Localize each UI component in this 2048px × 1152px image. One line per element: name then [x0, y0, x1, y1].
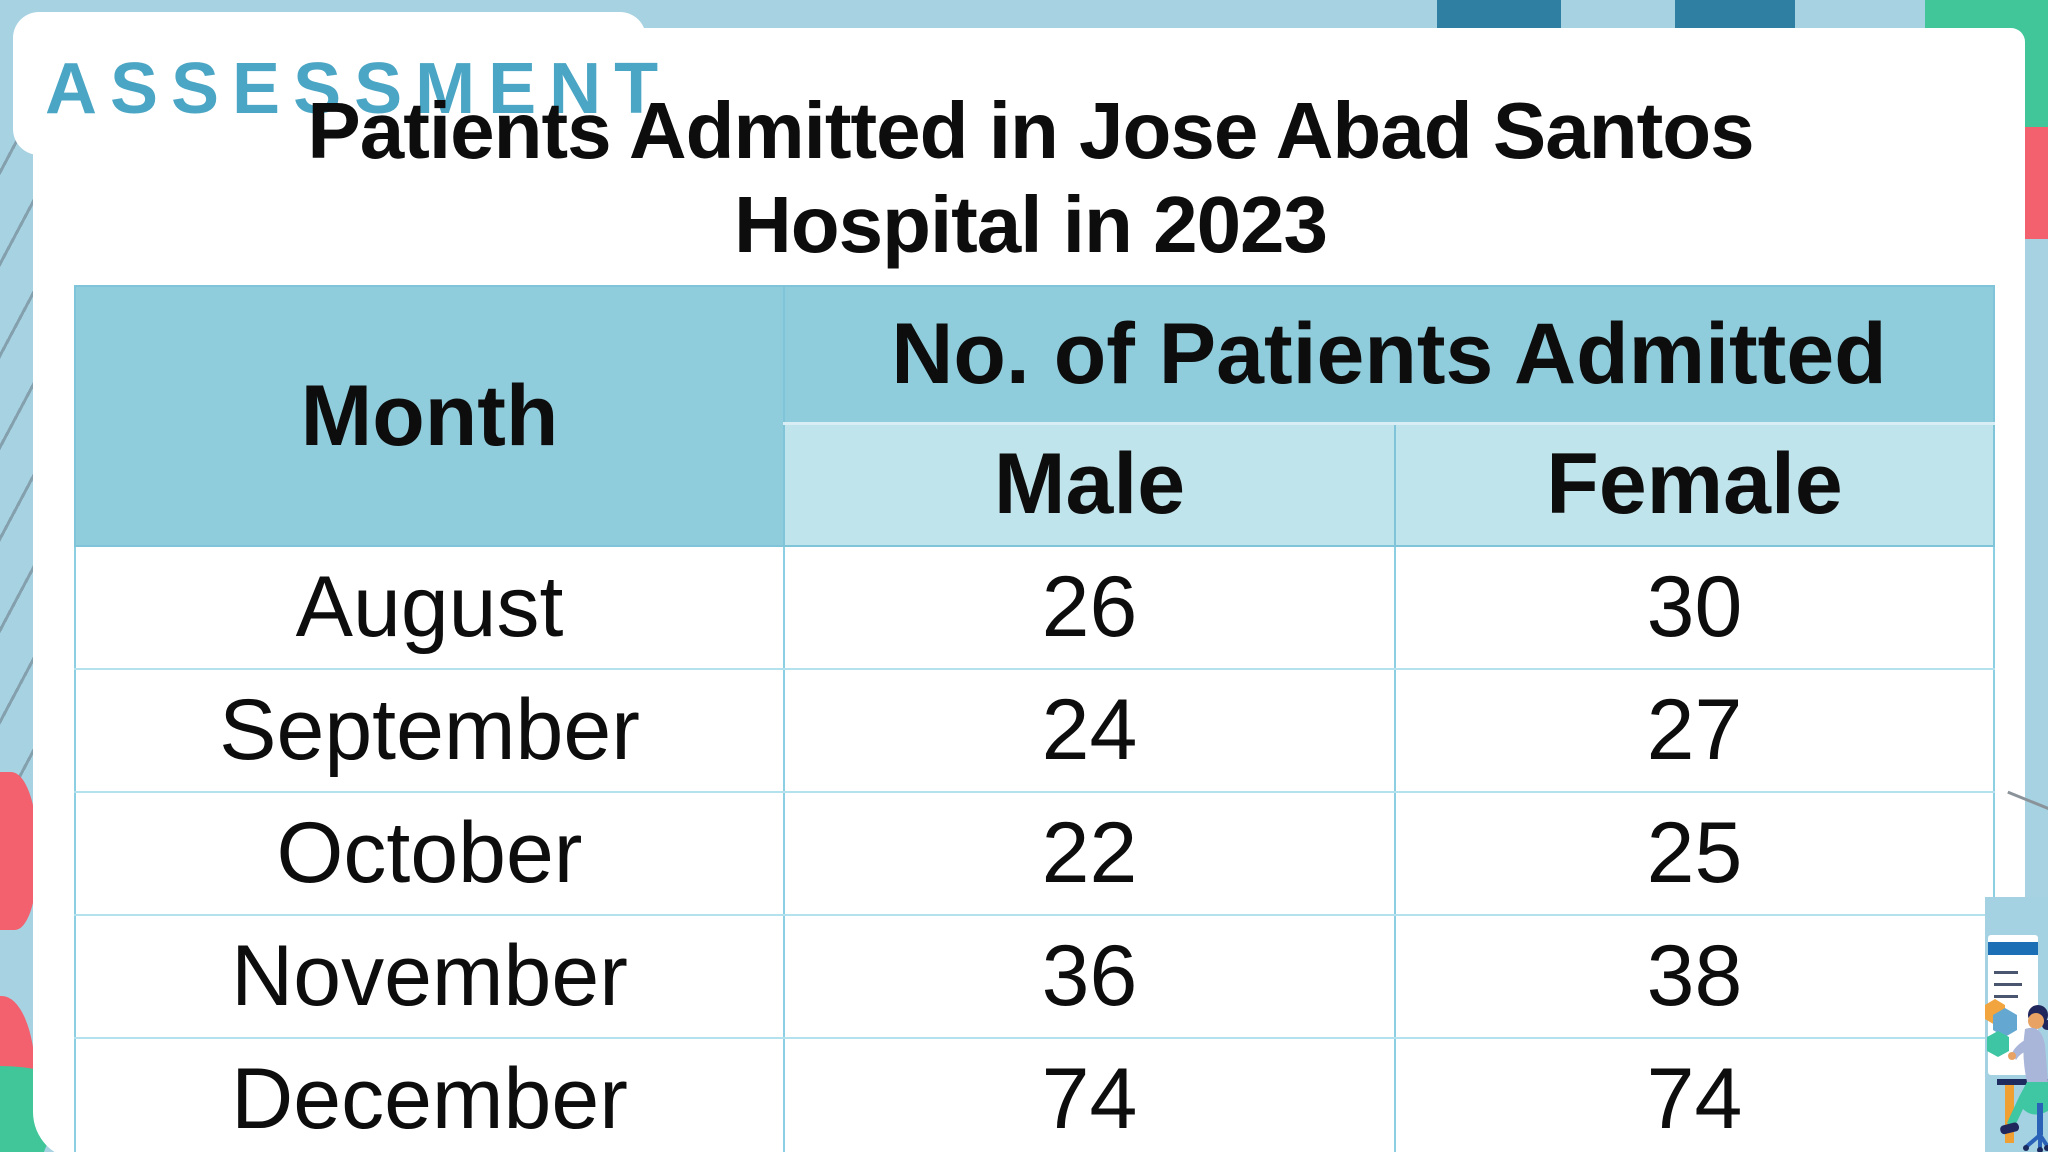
table-row: September 24 27	[74, 668, 1995, 793]
deco-red-blob-left-upper	[0, 772, 37, 930]
cell-female: 27	[1394, 668, 1995, 793]
cell-female: 74	[1394, 1037, 1995, 1152]
patients-table: Month No. of Patients Admitted Male Fema…	[74, 285, 1995, 1152]
cell-month: October	[74, 791, 785, 916]
cell-male: 22	[783, 791, 1396, 916]
table-row: November 36 38	[74, 914, 1995, 1039]
person-at-whiteboard-illustration	[1985, 897, 2048, 1152]
assessment-badge-label: ASSESSMENT	[45, 49, 672, 129]
cell-female: 30	[1394, 545, 1995, 670]
header-cell-group: No. of Patients Admitted	[783, 285, 1995, 424]
cell-male: 36	[783, 914, 1396, 1039]
header-cell-month: Month	[74, 285, 785, 547]
header-cell-female: Female	[1394, 421, 1995, 547]
slide-title-line1: Patients Admitted in Jose Abad Santos	[307, 86, 1754, 175]
table-header-row-group: Month No. of Patients Admitted	[74, 285, 1995, 547]
table-header-row-malefemale: Male Female	[75, 421, 1995, 547]
cell-male: 74	[783, 1037, 1396, 1152]
cell-male: 26	[783, 545, 1396, 670]
cell-female: 38	[1394, 914, 1995, 1039]
cell-month: August	[74, 545, 785, 670]
cell-female: 25	[1394, 791, 1995, 916]
table-row: December 74 74	[74, 1037, 1995, 1152]
people-illustration	[1985, 897, 2048, 1152]
cell-month: November	[74, 914, 785, 1039]
header-cell-male: Male	[783, 421, 1396, 547]
slide-title-line2: Hospital in 2023	[733, 179, 1328, 269]
cell-month: September	[74, 668, 785, 793]
cell-male: 24	[783, 668, 1396, 793]
slide-title: Patients Admitted in Jose Abad Santos Ho…	[74, 84, 1987, 271]
table-row: October 22 25	[74, 791, 1995, 916]
table-row: August 26 30	[74, 545, 1995, 670]
cell-month: December	[74, 1037, 785, 1152]
